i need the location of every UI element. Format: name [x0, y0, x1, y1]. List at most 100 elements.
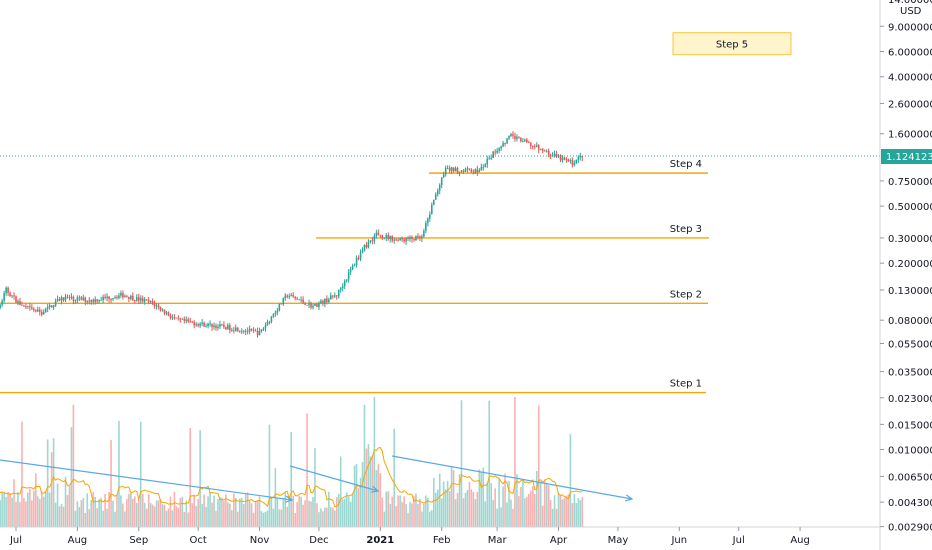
candle-body: [143, 299, 146, 302]
candle-body: [225, 327, 227, 330]
volume-bar: [474, 499, 477, 527]
candle-body: [545, 150, 548, 152]
volume-bar: [13, 479, 15, 527]
volume-bar: [399, 495, 401, 527]
volume-bar: [189, 428, 192, 527]
candle-body: [322, 300, 324, 304]
candle-body: [343, 280, 346, 287]
volume-bar: [88, 509, 91, 527]
candle-body: [157, 305, 160, 307]
volume-trend-arrow[interactable]: [391, 455, 633, 500]
volume-bar: [215, 511, 217, 527]
price-axis[interactable]: 14.000000 9.000000 6.000000 4.000000 2.60000…: [880, 0, 932, 534]
step-5-box[interactable]: [672, 32, 792, 56]
volume-bar: [563, 498, 566, 527]
candle-body: [528, 142, 530, 144]
volume-bar: [141, 493, 144, 527]
candle-body: [252, 329, 255, 331]
volume-bar: [217, 499, 219, 527]
candle-body: [363, 244, 366, 251]
candle-body: [227, 325, 229, 330]
candle-body: [195, 324, 197, 326]
volume-bar: [128, 493, 130, 527]
volume-bar: [11, 497, 13, 527]
volume-bar: [403, 496, 405, 527]
volume-bar: [484, 501, 487, 527]
volume-bar: [33, 490, 35, 527]
volume-bar: [106, 508, 108, 527]
volume-bar: [36, 496, 39, 527]
candle-body: [183, 318, 186, 321]
volume-bar: [292, 496, 294, 527]
time-tick-label: 2021: [366, 535, 394, 546]
candle-body: [373, 235, 376, 241]
candle-body: [526, 139, 528, 143]
candle-body: [254, 330, 257, 332]
volume-bar: [270, 497, 273, 527]
candle-body: [537, 145, 540, 150]
volume-bar: [260, 511, 263, 527]
candle-body: [292, 294, 294, 297]
volume-bar: [557, 492, 560, 527]
volume-bar: [268, 424, 271, 527]
candle-body: [577, 157, 580, 160]
volume-bar: [357, 488, 360, 527]
volume-bar: [266, 510, 269, 527]
volume-bar: [9, 493, 11, 527]
volume-bar: [3, 492, 5, 527]
volume-bar: [547, 485, 550, 527]
volume-trend-arrow[interactable]: [0, 459, 293, 501]
volume-bar: [149, 502, 152, 527]
volume-bar: [391, 496, 393, 527]
volume-bar: [343, 498, 346, 527]
volume-bar: [581, 497, 584, 527]
volume-bar: [339, 456, 342, 527]
candle-body: [339, 288, 342, 290]
volume-bar: [504, 473, 506, 527]
candle-body: [427, 218, 429, 223]
price-tick-label: 0.080000: [888, 316, 932, 327]
candle-body: [187, 319, 190, 322]
volume-bar: [139, 421, 142, 527]
volume-bar: [409, 502, 411, 527]
candle-body: [341, 286, 344, 289]
candle-body: [21, 304, 23, 306]
volume-bar: [197, 499, 199, 527]
volume-bar: [46, 439, 49, 527]
volume-trend-arrow[interactable]: [289, 465, 379, 492]
candle-body: [498, 148, 500, 151]
volume-bar: [575, 503, 578, 527]
volume-bar: [0, 500, 1, 527]
candle-body: [458, 171, 461, 173]
price-tick-label: 0.750000: [888, 177, 932, 188]
volume-bar: [163, 504, 166, 527]
volume-bar: [341, 499, 344, 527]
candle-body: [272, 314, 275, 317]
price-tick-label: 6.000000: [888, 47, 932, 58]
candle-body: [78, 297, 81, 299]
candle-body: [278, 303, 281, 311]
volume-bar: [512, 508, 514, 527]
step-label: Step 3: [670, 224, 702, 235]
candle-body: [371, 240, 374, 242]
candle-body: [153, 303, 156, 306]
volume-bar: [104, 493, 106, 527]
candle-body: [258, 331, 261, 336]
candle-body: [238, 331, 241, 332]
candle-body: [288, 296, 291, 298]
candle-body: [94, 299, 96, 302]
candle-body: [444, 168, 447, 175]
candle-body: [383, 237, 386, 239]
arrow-head: [285, 495, 294, 503]
candle-body: [405, 237, 407, 242]
volume-bar: [579, 500, 582, 527]
arrow-head: [371, 485, 380, 493]
candle-body: [535, 145, 538, 147]
time-axis[interactable]: Jul Aug Sep Oct Nov Dec 2021 Feb Mar Apr May Jun Jul…: [9, 527, 810, 546]
candle-body: [179, 318, 182, 320]
candle-body: [490, 157, 492, 159]
volume-bar: [425, 495, 427, 527]
candle-body: [84, 297, 87, 302]
candle-body: [496, 150, 498, 153]
volume-bar: [193, 494, 195, 527]
